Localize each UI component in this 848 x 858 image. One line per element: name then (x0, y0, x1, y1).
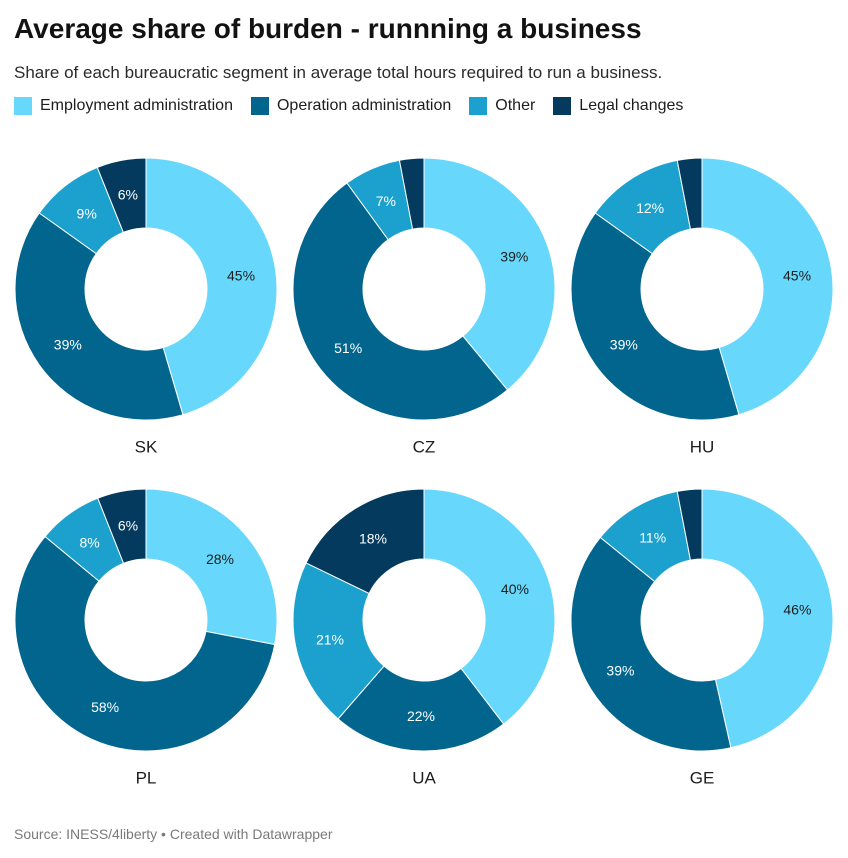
slice-cz-legal-changes (398, 157, 425, 230)
slice-cz-operation-administration (292, 182, 509, 421)
slice-hu-legal-changes (676, 157, 703, 230)
donut-pl: 28% 58% 8% 6% PL (14, 488, 278, 788)
country-label-hu: HU (690, 438, 715, 457)
country-label-sk: SK (135, 438, 158, 457)
data-label-ua-employment-administration: 40% (501, 581, 529, 597)
donut-ua: 40% 22% 21% 18% UA (292, 488, 556, 788)
data-label-ge-operation-administration: 39% (606, 663, 634, 679)
slice-hu-operation-administration (570, 212, 740, 421)
data-label-pl-operation-administration: 58% (91, 699, 119, 715)
legend-item-operation: Operation administration (250, 97, 452, 115)
legend-label-other: Other (495, 97, 536, 114)
donut-ge: 46% 39% 11% GE (570, 488, 834, 788)
slice-ge-employment-administration (701, 488, 834, 749)
slice-hu-employment-administration (701, 157, 834, 416)
donut-sk: 45% 39% 9% 6% SK (14, 157, 278, 457)
data-label-pl-employment-administration: 28% (206, 551, 234, 567)
data-label-hu-other: 12% (636, 200, 664, 216)
legend-label-operation: Operation administration (276, 97, 452, 114)
data-label-ua-other: 21% (316, 631, 344, 647)
slice-pl-legal-changes (97, 488, 147, 564)
slice-ua-legal-changes (305, 488, 425, 595)
legend-label-employment: Employment administration (40, 97, 233, 114)
slice-ua-operation-administration (337, 665, 505, 752)
data-label-hu-operation-administration: 39% (610, 337, 638, 353)
data-label-ge-other: 11% (639, 530, 666, 546)
legend-swatch-other (469, 97, 488, 115)
slice-ua-employment-administration (423, 488, 556, 725)
country-label-cz: CZ (413, 438, 436, 457)
slice-ge-legal-changes (676, 488, 703, 561)
data-label-sk-operation-administration: 39% (54, 337, 82, 353)
data-label-hu-employment-administration: 45% (783, 267, 811, 283)
legend-item-other: Other (469, 97, 535, 115)
data-label-pl-other: 8% (79, 534, 99, 550)
chart-subtitle: Share of each bureaucratic segment in av… (14, 63, 663, 82)
legend-swatch-legal (553, 97, 572, 115)
legend-swatch-operation (250, 97, 269, 115)
data-label-sk-other: 9% (77, 206, 97, 222)
legend-label-legal: Legal changes (579, 97, 684, 114)
slice-ge-operation-administration (570, 536, 732, 752)
data-label-ua-operation-administration: 22% (407, 708, 435, 724)
country-label-ge: GE (690, 769, 715, 788)
data-label-cz-other: 7% (376, 193, 396, 209)
slice-ua-other (292, 562, 385, 720)
data-label-cz-employment-administration: 39% (500, 248, 528, 264)
slice-cz-employment-administration (423, 157, 556, 391)
slice-pl-operation-administration (14, 535, 276, 752)
data-label-ge-employment-administration: 46% (783, 601, 811, 617)
legend-item-employment: Employment administration (14, 97, 233, 115)
data-label-ua-legal-changes: 18% (359, 531, 387, 547)
data-label-sk-employment-administration: 45% (227, 267, 255, 283)
legend-swatch-employment (14, 97, 32, 115)
slice-pl-employment-administration (145, 488, 278, 646)
slice-sk-legal-changes (96, 157, 147, 234)
source-note: Source: INESS/4liberty • Created with Da… (14, 826, 333, 842)
data-label-pl-legal-changes: 6% (118, 518, 138, 534)
slice-sk-operation-administration (14, 212, 184, 421)
country-label-pl: PL (136, 769, 157, 788)
country-label-ua: UA (412, 769, 436, 788)
data-label-cz-operation-administration: 51% (334, 340, 362, 356)
chart-title: Average share of burden - runnning a bus… (14, 13, 642, 44)
donut-hu: 45% 39% 12% HU (570, 157, 834, 457)
legend: Employment administration Operation admi… (14, 97, 701, 115)
slice-sk-employment-administration (145, 157, 278, 416)
legend-item-legal: Legal changes (553, 97, 683, 115)
donut-cz: 39% 51% 7% CZ (292, 157, 556, 457)
data-label-sk-legal-changes: 6% (118, 187, 138, 203)
